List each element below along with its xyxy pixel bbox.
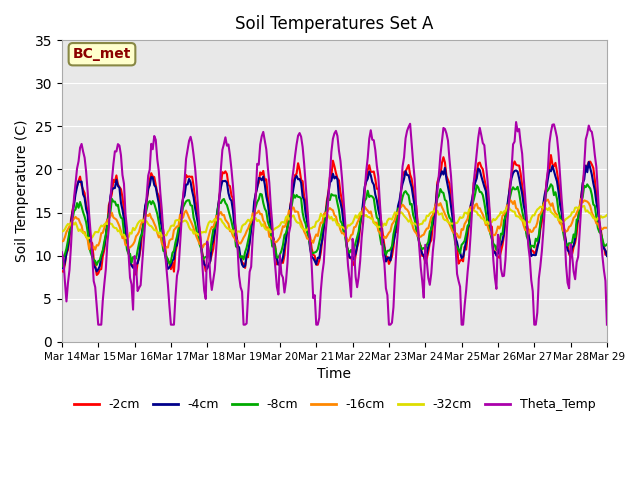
Y-axis label: Soil Temperature (C): Soil Temperature (C) [15, 120, 29, 262]
X-axis label: Time: Time [317, 367, 351, 381]
Title: Soil Temperatures Set A: Soil Temperatures Set A [236, 15, 434, 33]
Text: BC_met: BC_met [73, 47, 131, 61]
Legend: -2cm, -4cm, -8cm, -16cm, -32cm, Theta_Temp: -2cm, -4cm, -8cm, -16cm, -32cm, Theta_Te… [68, 394, 600, 417]
